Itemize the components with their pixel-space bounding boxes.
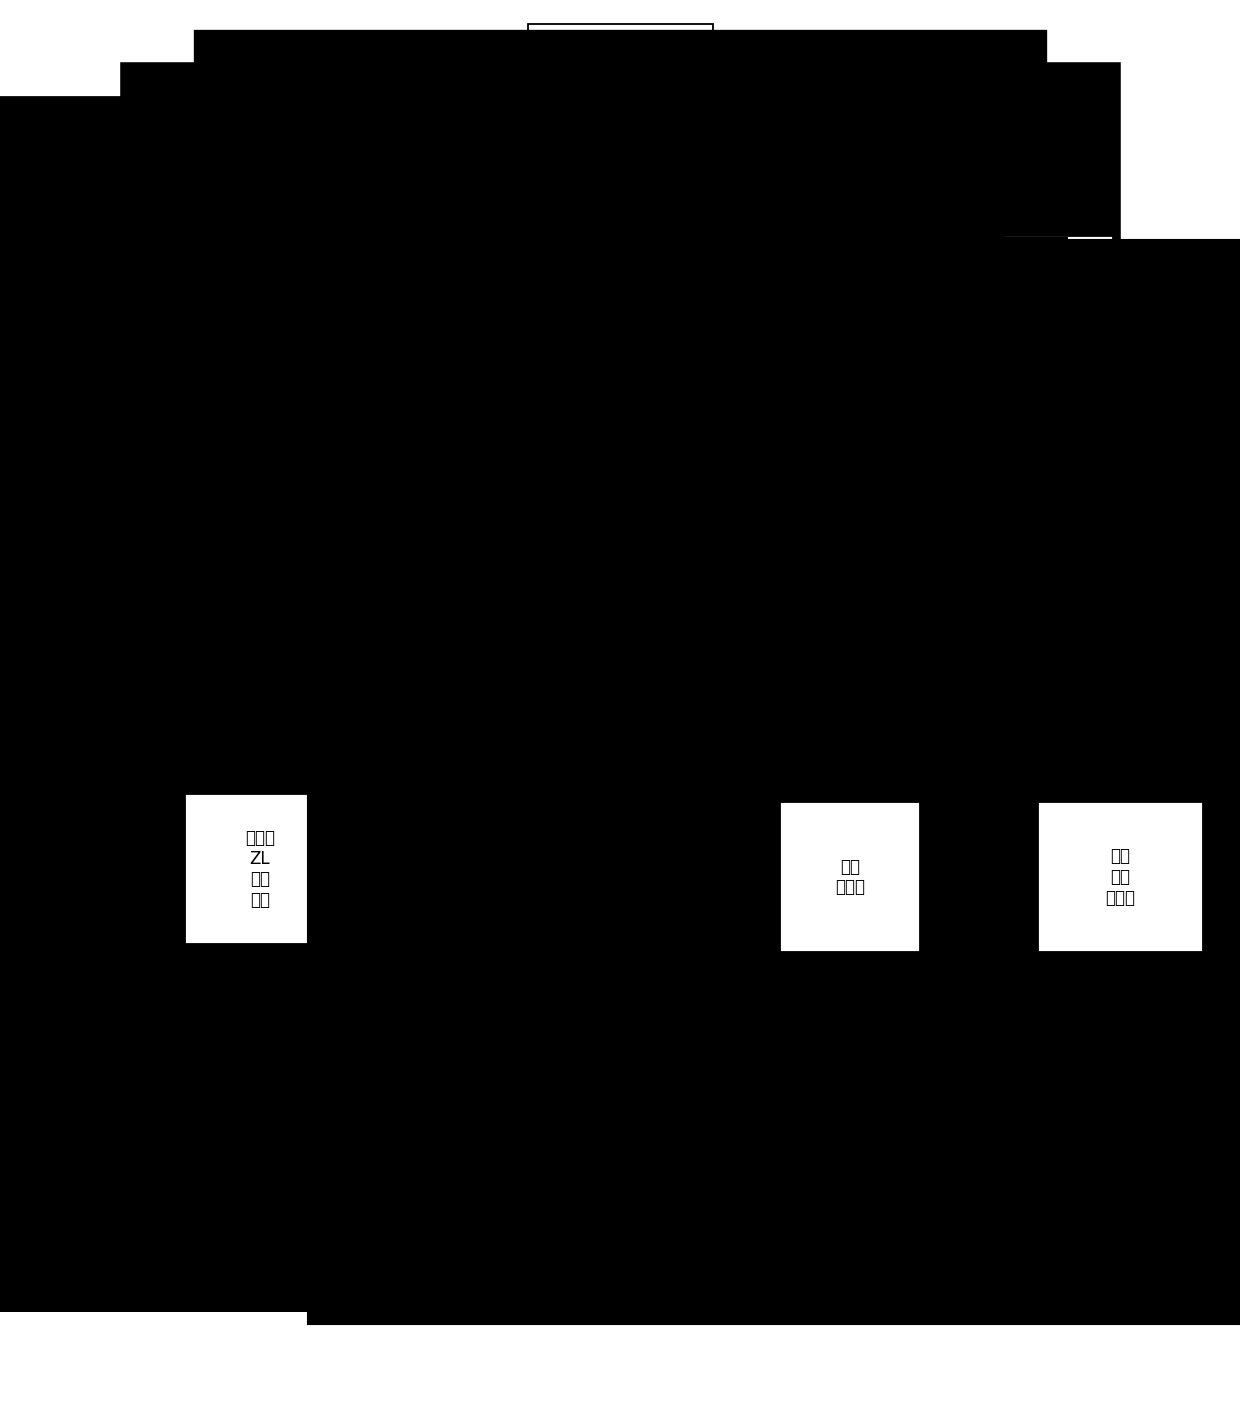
Bar (185, 795, 335, 944)
Bar (853, 600, 1107, 643)
Text: 对
径
投
点: 对 径 投 点 (455, 506, 464, 569)
Bar (365, 433, 427, 643)
Text: 准备工作: 准备工作 (599, 37, 641, 54)
Text: 不合格: 不合格 (715, 480, 743, 495)
Text: 合格: 合格 (805, 659, 822, 675)
Text: 仪器选择: 仪器选择 (238, 137, 281, 155)
Bar (17, 333, 93, 643)
Bar (167, 125, 352, 168)
Text: 天顶仪
ZL
逆向
传递: 天顶仪 ZL 逆向 传递 (246, 828, 275, 909)
Text: 不合
格: 不合 格 (1143, 559, 1161, 592)
Text: 井
口
逆
向
控
制
向
投
点
联
测
同
地
面: 井 口 逆 向 控 制 向 投 点 联 测 同 地 面 (696, 390, 704, 586)
Bar (294, 433, 356, 643)
Bar (780, 802, 920, 952)
Text: 形
成
三
角
形
闭
合
环: 形 成 三 角 形 闭 合 环 (590, 473, 599, 602)
Text: 铅
锤
仪
组
成: 铅 锤 仪 组 成 (246, 497, 254, 578)
Bar (853, 509, 1107, 551)
Text: 仪器常数设置: 仪器常数设置 (947, 430, 1012, 448)
Bar (300, 235, 560, 278)
Bar (624, 433, 686, 643)
Text: 铅锤仪逆向传递投点: 铅锤仪逆向传递投点 (382, 248, 479, 266)
Text: 高程
逆向
导入法: 高程 逆向 导入法 (1105, 847, 1135, 907)
Text: 铅锤仪逆向投点同正向投点比较测试: 铅锤仪逆向投点同正向投点比较测试 (320, 714, 480, 733)
Bar (853, 418, 1107, 459)
Bar (205, 702, 595, 744)
Text: 安
放
接
收
靶: 安 放 接 收 靶 (391, 497, 399, 578)
Bar (888, 125, 1073, 168)
Text: 基点引测: 基点引测 (959, 340, 1002, 356)
Text: 铅锤仪逆向投点: 铅锤仪逆向投点 (392, 364, 467, 382)
Text: 对
径
交
会
刻
点: 对 径 交 会 刻 点 (521, 489, 529, 586)
Text: 井
口
操
作
平
台
搭
设: 井 口 操 作 平 台 搭 设 (150, 424, 160, 552)
Bar (853, 327, 1107, 369)
Text: 安
置
铅
锤
仪: 安 置 铅 锤 仪 (321, 497, 330, 578)
Text: 合格: 合格 (451, 654, 469, 668)
Bar (455, 795, 605, 944)
Bar (312, 349, 548, 397)
Bar (492, 433, 558, 643)
Text: 全站仪竖井高程逆向传递
同垂尺导入法比较测试: 全站仪竖井高程逆向传递 同垂尺导入法比较测试 (925, 703, 1035, 741)
Bar (560, 433, 629, 643)
Bar (433, 433, 487, 643)
Bar (847, 235, 1112, 278)
Text: 井
底
控
制
点
埋
设: 井 底 控 制 点 埋 设 (51, 433, 60, 544)
Text: 仪器检校: 仪器检校 (959, 137, 1002, 155)
Text: 垂尺
导入法: 垂尺 导入法 (835, 858, 866, 896)
Bar (216, 433, 284, 643)
Text: 全站仪竖井高程逆向传递: 全站仪竖井高程逆向传递 (925, 248, 1035, 266)
Text: 高程导入精度检测: 高程导入精度检测 (937, 612, 1023, 630)
Bar (118, 333, 192, 643)
Bar (527, 24, 713, 66)
Text: 高程逆向导入: 高程逆向导入 (947, 521, 1012, 540)
Text: 天底仪
EN-20
正向
传递: 天底仪 EN-20 正向 传递 (505, 828, 556, 909)
Bar (316, 354, 543, 393)
Text: 闭
合
环
检
测: 闭 合 环 检 测 (651, 497, 660, 578)
Bar (665, 333, 735, 643)
Bar (847, 692, 1112, 752)
Bar (1038, 802, 1203, 952)
